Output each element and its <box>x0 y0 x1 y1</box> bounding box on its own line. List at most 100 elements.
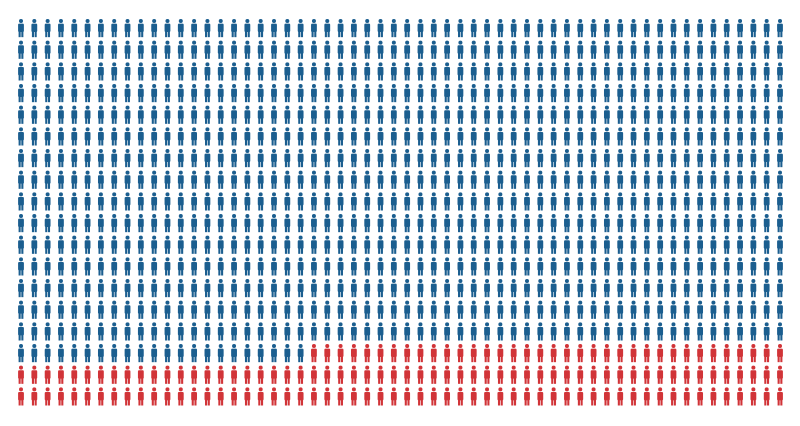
person-icon-blue <box>204 257 211 276</box>
person-icon-blue <box>337 105 344 124</box>
person-icon-red <box>217 365 224 384</box>
person-icon-blue <box>430 149 437 168</box>
person-icon-blue <box>18 62 24 81</box>
person-icon-blue <box>710 192 717 211</box>
person-icon-blue <box>763 257 770 276</box>
person-icon-blue <box>670 170 677 189</box>
person-icon-blue <box>18 300 24 319</box>
person-icon-blue <box>31 62 38 81</box>
person-icon-blue <box>630 19 637 38</box>
person-icon-blue <box>577 235 584 254</box>
person-icon-blue <box>484 257 490 276</box>
person-icon-blue <box>524 127 530 146</box>
person-icon-blue <box>244 19 251 38</box>
person-icon-blue <box>324 62 331 81</box>
person-icon-blue <box>697 127 704 146</box>
person-icon-blue <box>750 127 757 146</box>
person-icon-blue <box>191 214 198 233</box>
person-icon-blue <box>271 279 277 298</box>
person-icon-blue <box>31 344 38 363</box>
person-icon-blue <box>737 192 743 211</box>
person-icon-blue <box>191 84 198 103</box>
person-icon-blue <box>271 149 277 168</box>
person-icon-blue <box>510 322 517 341</box>
person-icon-blue <box>630 192 637 211</box>
person-icon-red <box>311 387 317 406</box>
person-icon-blue <box>497 62 504 81</box>
person-icon-blue <box>377 192 384 211</box>
person-icon-blue <box>97 149 104 168</box>
person-icon-blue <box>697 235 704 254</box>
person-icon-blue <box>564 322 570 341</box>
person-icon-blue <box>217 84 224 103</box>
person-icon-blue <box>630 170 637 189</box>
person-icon-blue <box>231 344 237 363</box>
person-icon-red <box>537 344 544 363</box>
person-icon-blue <box>497 279 504 298</box>
person-icon-blue <box>164 127 171 146</box>
person-icon-blue <box>97 214 104 233</box>
person-icon-blue <box>750 235 757 254</box>
person-icon-blue <box>404 257 411 276</box>
person-icon-red <box>737 387 743 406</box>
person-icon-blue <box>311 127 317 146</box>
person-icon-red <box>311 365 317 384</box>
person-icon-blue <box>577 192 584 211</box>
person-icon-blue <box>404 19 411 38</box>
person-icon-blue <box>18 235 24 254</box>
person-icon-blue <box>510 62 517 81</box>
person-icon-blue <box>457 149 464 168</box>
person-icon-blue <box>364 322 371 341</box>
person-icon-blue <box>457 235 464 254</box>
person-icon-red <box>231 365 237 384</box>
person-icon-blue <box>497 322 504 341</box>
person-icon-blue <box>137 127 144 146</box>
person-icon-blue <box>763 170 770 189</box>
person-icon-blue <box>723 192 730 211</box>
person-icon-blue <box>311 279 317 298</box>
person-icon-blue <box>377 300 384 319</box>
person-icon-blue <box>417 105 424 124</box>
person-icon-blue <box>470 105 477 124</box>
person-icon-blue <box>311 62 317 81</box>
person-icon-blue <box>284 149 291 168</box>
person-icon-blue <box>777 192 783 211</box>
person-icon-blue <box>284 105 291 124</box>
person-icon-red <box>497 344 504 363</box>
person-icon-red <box>58 365 64 384</box>
person-icon-blue <box>643 235 650 254</box>
person-icon-red <box>377 365 384 384</box>
person-icon-blue <box>337 257 344 276</box>
person-icon-blue <box>497 300 504 319</box>
person-icon-blue <box>111 300 118 319</box>
person-icon-blue <box>58 279 64 298</box>
person-icon-blue <box>337 19 344 38</box>
person-icon-blue <box>404 279 411 298</box>
person-icon-blue <box>390 84 397 103</box>
person-icon-blue <box>71 84 78 103</box>
person-icon-blue <box>444 84 451 103</box>
person-icon-blue <box>390 214 397 233</box>
person-icon-blue <box>297 322 304 341</box>
person-icon-blue <box>284 279 291 298</box>
person-icon-blue <box>177 300 184 319</box>
person-icon-blue <box>777 235 783 254</box>
person-icon-blue <box>324 84 331 103</box>
person-icon-blue <box>537 105 544 124</box>
person-icon-blue <box>311 300 317 319</box>
person-icon-blue <box>164 19 171 38</box>
person-icon-blue <box>750 105 757 124</box>
person-icon-blue <box>177 105 184 124</box>
person-icon-blue <box>617 127 624 146</box>
person-icon-blue <box>84 62 91 81</box>
person-icon-blue <box>737 84 743 103</box>
person-icon-blue <box>377 149 384 168</box>
person-icon-blue <box>18 127 24 146</box>
person-icon-blue <box>657 192 664 211</box>
person-icon-blue <box>737 105 743 124</box>
person-icon-blue <box>603 19 610 38</box>
person-icon-blue <box>457 127 464 146</box>
person-icon-blue <box>231 19 237 38</box>
person-icon-red <box>590 365 597 384</box>
person-icon-blue <box>151 257 158 276</box>
